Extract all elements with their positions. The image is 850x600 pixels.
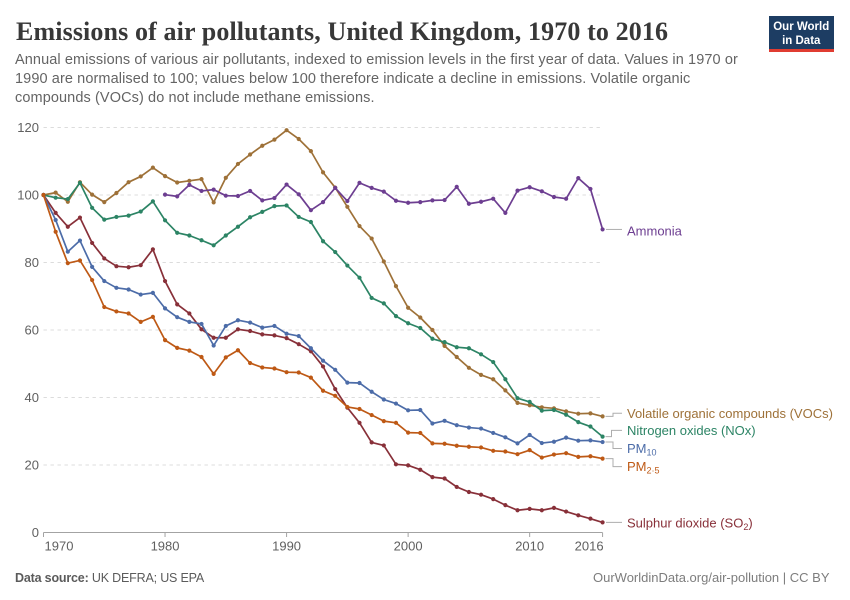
- svg-text:1970: 1970: [45, 538, 74, 553]
- svg-text:PM10: PM10: [627, 441, 657, 458]
- svg-text:100: 100: [17, 187, 39, 202]
- svg-text:80: 80: [25, 255, 39, 270]
- svg-text:60: 60: [25, 322, 39, 337]
- svg-text:20: 20: [25, 457, 39, 472]
- svg-text:1980: 1980: [151, 538, 180, 553]
- svg-text:120: 120: [17, 120, 39, 135]
- svg-text:2000: 2000: [394, 538, 423, 553]
- svg-text:Nitrogen oxides (NOx): Nitrogen oxides (NOx): [627, 423, 756, 438]
- svg-text:Ammonia: Ammonia: [627, 223, 683, 238]
- svg-text:0: 0: [32, 525, 39, 540]
- svg-text:Volatile organic compounds (VO: Volatile organic compounds (VOCs): [627, 406, 833, 421]
- svg-text:1990: 1990: [272, 538, 301, 553]
- svg-text:Sulphur dioxide (SO2): Sulphur dioxide (SO2): [627, 515, 753, 532]
- svg-text:PM2·5: PM2·5: [627, 459, 660, 476]
- svg-text:2016: 2016: [575, 538, 604, 553]
- svg-text:40: 40: [25, 390, 39, 405]
- svg-text:2010: 2010: [515, 538, 544, 553]
